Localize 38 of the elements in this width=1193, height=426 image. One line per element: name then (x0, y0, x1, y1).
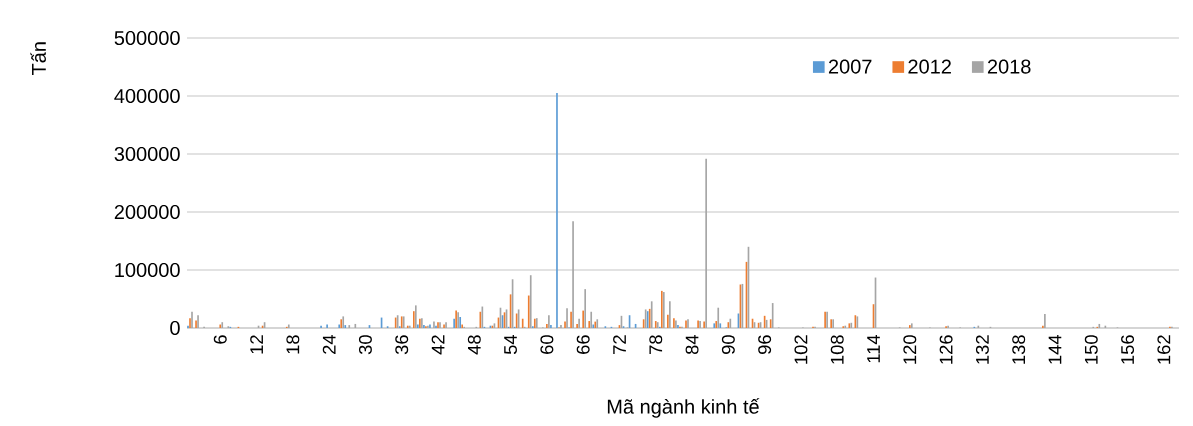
y-tick-label: 400000 (114, 88, 180, 104)
x-axis-title: Mã ngành kinh tế (607, 398, 760, 418)
x-tick-label: 24 (322, 335, 336, 354)
x-tick-label: 54 (504, 335, 517, 355)
x-tick-label: 84 (685, 335, 699, 355)
x-tick-label: 114 (867, 335, 880, 363)
y-tick-label: 0 (170, 320, 180, 336)
y-tick-label: 200000 (114, 204, 180, 220)
x-tick-label: 12 (250, 335, 263, 354)
x-tick-label: 120 (903, 335, 917, 364)
x-tick-label: 108 (830, 335, 844, 364)
x-tick-label: 18 (286, 335, 300, 354)
x-tick-label: 162 (1157, 335, 1171, 364)
x-tick-label: 126 (939, 335, 953, 364)
y-tick-label: 300000 (114, 146, 180, 162)
x-tick-label: 150 (1084, 335, 1098, 364)
y-tick-label: 100000 (115, 262, 180, 278)
x-tick-label: 132 (975, 335, 989, 364)
y-axis-title: Tấn (30, 42, 46, 76)
x-tick-label: 102 (794, 335, 808, 364)
legend-label: 2012 (908, 59, 951, 74)
x-tick-label: 36 (395, 335, 409, 355)
legend-label: 2007 (828, 59, 872, 74)
x-tick-label: 78 (649, 335, 663, 354)
x-tick-label: 90 (721, 335, 735, 354)
x-tick-label: 72 (613, 335, 626, 354)
x-tick-label: 138 (1012, 335, 1026, 364)
x-tick-label: 42 (431, 335, 445, 355)
legend-label: 2018 (987, 59, 1031, 74)
x-tick-label: 96 (758, 335, 772, 354)
x-tick-label: 60 (540, 335, 554, 354)
y-tick-label: 500000 (114, 30, 180, 46)
x-tick-label: 30 (358, 335, 372, 355)
x-tick-label: 48 (467, 335, 481, 355)
x-tick-label: 156 (1121, 335, 1135, 364)
x-tick-label: 144 (1048, 335, 1062, 364)
x-tick-label: 6 (213, 335, 227, 344)
x-tick-label: 66 (576, 335, 590, 354)
